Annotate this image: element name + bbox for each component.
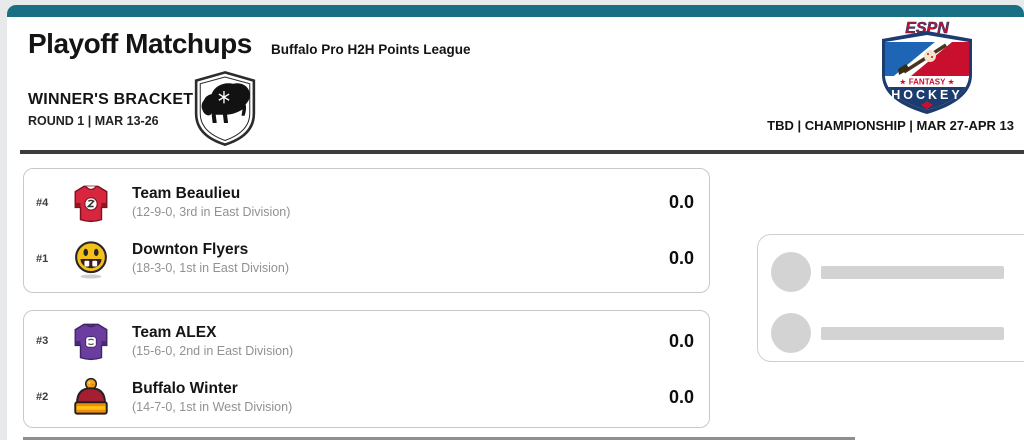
placeholder-text-bar [821,266,1004,279]
team-row[interactable]: #2 Buffalo Winter (14-7-0, 1st in West D… [24,369,709,425]
matchup-card-2[interactable]: #3 Team ALEX (15-6-0, 2nd in East Divisi… [23,310,710,428]
seed-label: #3 [36,335,49,347]
next-section-divider-partial [23,437,855,440]
placeholder-text-bar [821,327,1004,340]
league-name[interactable]: Buffalo Pro H2H Points League [271,42,471,57]
red-jersey-icon [74,185,108,222]
section-divider [20,150,1024,154]
team-name[interactable]: Team Beaulieu [132,185,241,202]
placeholder-avatar [771,313,811,353]
seed-label: #1 [36,252,49,265]
placeholder-row [758,252,1024,292]
team-row[interactable]: #4 Team Beaulieu (12-9-0, 3rd in East Di… [24,175,709,231]
placeholder-avatar [771,252,811,292]
team-name[interactable]: Team ALEX [132,323,217,341]
championship-info: TBD | CHAMPIONSHIP | MAR 27-APR 13 [767,118,1014,133]
team-score: 0.0 [668,248,694,268]
round-info: ROUND 1 | MAR 13-26 [28,114,159,128]
team-record: (14-7-0, 1st in West Division) [132,399,293,414]
league-buffalo-shield-logo [194,71,256,146]
team-row[interactable]: #1 Downton Flyers (18-3-0, 1st in East D… [24,231,709,287]
matchup-card-1[interactable]: #4 Team Beaulieu (12-9-0, 3rd in East Di… [23,168,710,293]
team-record: (12-9-0, 3rd in East Division) [132,205,291,220]
placeholder-row [758,313,1024,353]
espn-wordmark: ESPN [905,20,949,37]
tbd-matchup-placeholder-card [757,234,1024,362]
team-record: (15-6-0, 2nd in East Division) [132,343,294,358]
espn-fantasy-hockey-logo: ESPN ★ FANTASY ★ HOCKEY [882,20,972,114]
purple-jersey-icon [74,323,108,361]
winter-beanie-icon [74,377,108,415]
bracket-title: WINNER'S BRACKET [28,91,194,108]
team-record: (18-3-0, 1st in East Division) [132,261,290,276]
page-title: Playoff Matchups [28,28,252,59]
smiley-face-icon [75,240,107,279]
top-accent-bar [7,5,1024,17]
seed-label: #4 [36,196,49,209]
team-score: 0.0 [668,386,694,407]
team-name[interactable]: Buffalo Winter [132,379,238,397]
fantasy-wordmark: ★ FANTASY ★ [899,78,954,87]
seed-label: #2 [36,391,49,403]
hockey-wordmark: HOCKEY [891,88,962,102]
team-score: 0.0 [668,192,694,212]
team-score: 0.0 [668,330,694,351]
team-row[interactable]: #3 Team ALEX (15-6-0, 2nd in East Divisi… [24,313,709,369]
team-name[interactable]: Downton Flyers [132,241,249,258]
